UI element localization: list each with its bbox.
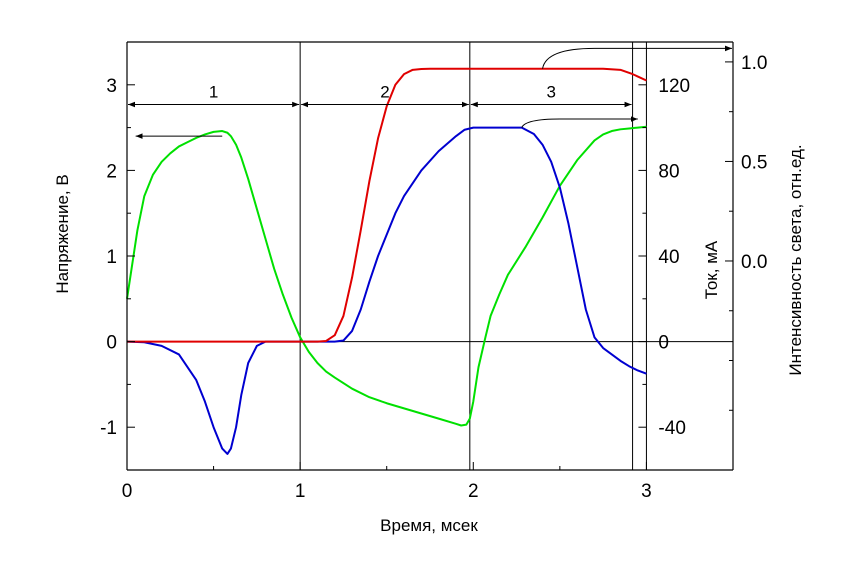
- region-label: 3: [546, 82, 555, 101]
- series-line: [126, 126, 647, 455]
- y-left-tick-label: 0: [106, 333, 117, 354]
- y-right2-tick-label: 0.0: [741, 252, 767, 273]
- y-left-tick-label: 3: [106, 76, 117, 97]
- y-right1-tick-label: 80: [658, 161, 679, 182]
- red-axis-pointer: [542, 45, 732, 69]
- x-tick-label: 2: [468, 481, 479, 502]
- y-left-tick-label: 2: [106, 161, 117, 182]
- region-label: 1: [209, 82, 218, 101]
- annotation-layer: 1 2 3: [128, 45, 732, 139]
- x-tick-label: 0: [122, 481, 133, 502]
- series-line: [127, 67, 647, 343]
- y-left-tick-label: -1: [100, 418, 117, 439]
- blue-axis-pointer: [521, 116, 638, 128]
- y-right1-tick-label: 0: [658, 333, 669, 354]
- y-left-tick-label: 1: [106, 247, 117, 268]
- y-right1-tick-label: -40: [658, 418, 685, 439]
- y-right2-axis-title: Интенсивность света, отн.ед.: [786, 144, 805, 375]
- x-tick-label: 3: [641, 481, 652, 502]
- series-line: [126, 125, 647, 427]
- x-axis-title: Время, мсек: [380, 516, 478, 535]
- y-right1-tick-label: 40: [658, 247, 679, 268]
- x-tick-label: 1: [295, 481, 306, 502]
- series-layer: [126, 67, 647, 455]
- axes: 0 1 2 3 -1 0 1 2 3 -40 0 40 80 120 0.0 0.5 1.0: [100, 41, 767, 502]
- y-left-axis-title: Напряжение, В: [53, 174, 72, 293]
- y-right2-tick-label: 0.5: [741, 152, 767, 173]
- y-right1-tick-label: 120: [658, 76, 690, 97]
- y-right2-tick-label: 1.0: [741, 53, 767, 74]
- y-right1-axis-title: Ток, мА: [702, 240, 721, 299]
- region-label: 2: [380, 82, 389, 101]
